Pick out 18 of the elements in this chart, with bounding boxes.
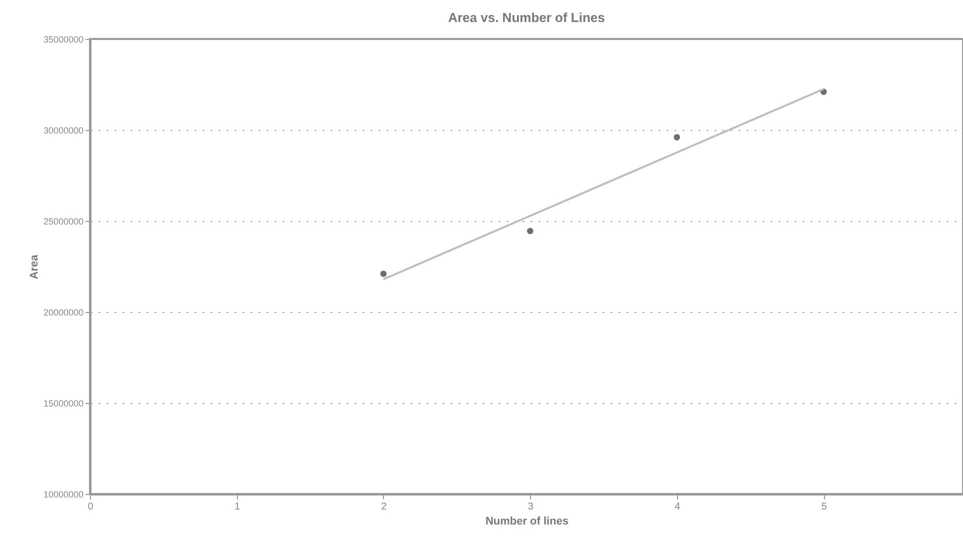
y-tick-label: 30000000 [43, 126, 84, 136]
y-tick-label: 10000000 [43, 490, 84, 500]
x-tick-label: 5 [821, 502, 828, 512]
y-axis-title: Area [28, 254, 40, 280]
y-tick-label: 15000000 [43, 398, 84, 408]
point [527, 228, 534, 234]
x-tick-label: 1 [234, 502, 240, 512]
point [380, 270, 387, 277]
y-tick-label: 25000000 [43, 216, 84, 226]
y-tick-label: 35000000 [43, 34, 84, 44]
y-tick-label: 20000000 [43, 308, 84, 318]
chart-title: Area vs. Number of Lines [448, 10, 605, 25]
x-axis-title: Number of lines [485, 516, 569, 528]
x-tick-label: 2 [381, 502, 388, 512]
point [674, 134, 680, 140]
x-tick-label: 0 [88, 502, 94, 512]
x-tick-label: 3 [528, 502, 534, 512]
x-tick-label: 4 [674, 502, 681, 512]
